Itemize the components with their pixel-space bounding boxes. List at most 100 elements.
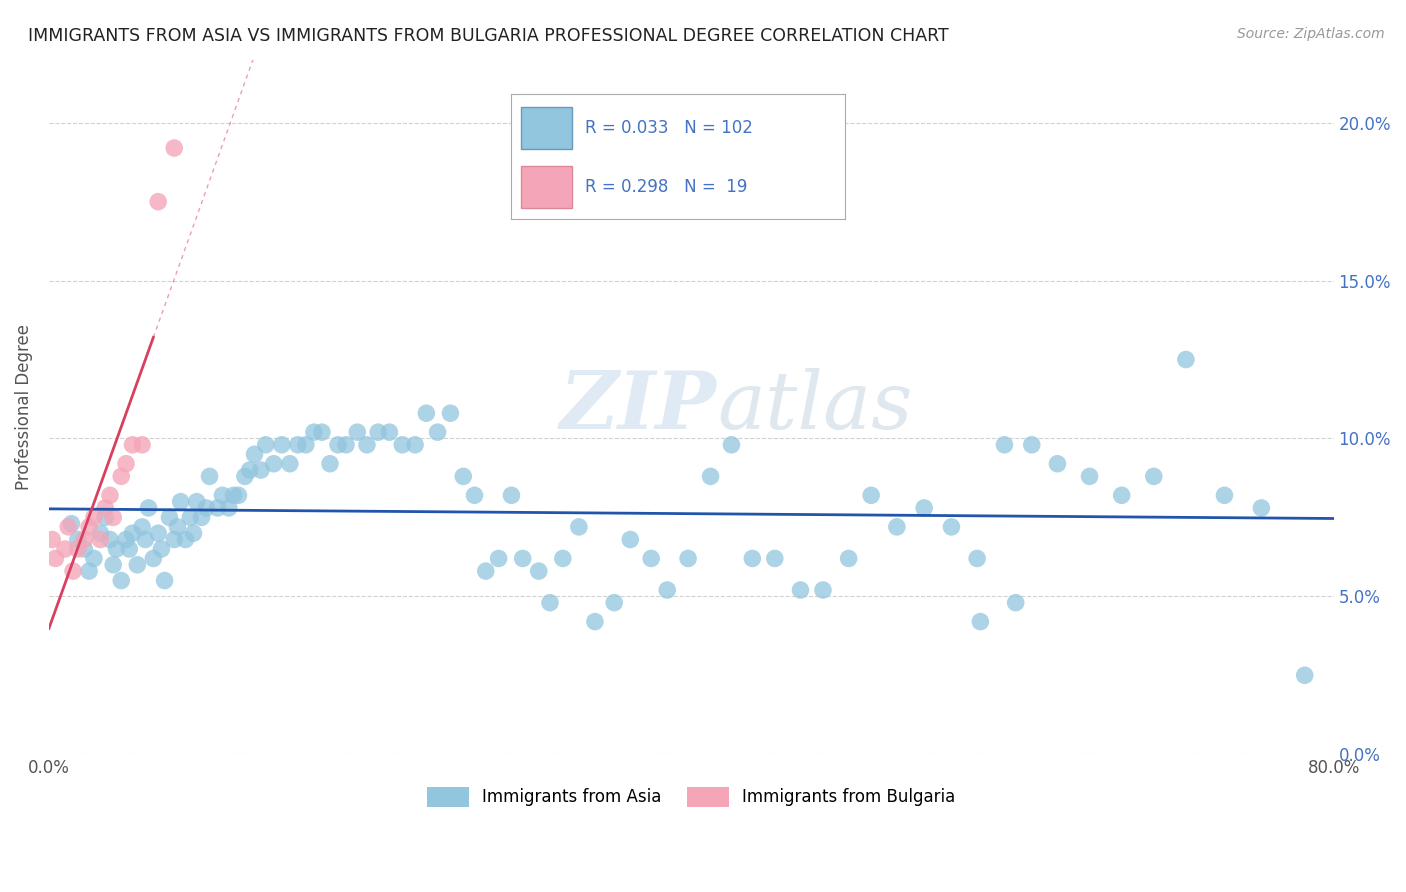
Point (127, 558, 149, 572)
Point (115, 457, 138, 471)
Point (1174, 352, 1197, 367)
Point (527, 564, 550, 578)
Point (1078, 469, 1101, 483)
Point (1021, 438, 1043, 452)
Point (166, 520, 188, 534)
Point (391, 438, 413, 452)
Point (1294, 668, 1316, 682)
Point (211, 488, 233, 502)
Point (367, 425, 389, 439)
Point (243, 447, 266, 461)
Point (121, 438, 143, 452)
Point (169, 494, 191, 508)
Point (44, 551, 66, 566)
Point (146, 194, 169, 209)
Point (195, 500, 218, 515)
Point (512, 551, 534, 566)
Y-axis label: Professional Degree: Professional Degree (15, 324, 32, 490)
Text: ZIP: ZIP (560, 368, 717, 446)
Point (463, 488, 485, 502)
Point (105, 541, 128, 556)
Point (73, 541, 96, 556)
Point (811, 582, 834, 597)
Point (73, 533, 96, 547)
Point (134, 533, 156, 547)
Point (157, 510, 180, 524)
Point (131, 438, 153, 452)
Point (62, 564, 84, 578)
Text: atlas: atlas (717, 368, 912, 446)
Point (163, 533, 186, 547)
Point (103, 510, 125, 524)
Point (60, 516, 83, 531)
Point (115, 533, 138, 547)
Point (538, 596, 561, 610)
Point (838, 551, 860, 566)
Point (583, 615, 606, 629)
Point (207, 500, 229, 515)
Point (439, 406, 461, 420)
Point (378, 425, 401, 439)
Point (53, 541, 76, 556)
Point (346, 425, 368, 439)
Point (741, 551, 763, 566)
Point (218, 500, 240, 515)
Point (1250, 500, 1272, 515)
Point (311, 425, 333, 439)
Point (89, 526, 111, 541)
Point (58, 520, 80, 534)
Point (335, 438, 357, 452)
Point (789, 582, 811, 597)
Point (263, 457, 285, 471)
Point (295, 438, 318, 452)
Point (41, 533, 63, 547)
Point (966, 551, 988, 566)
Point (860, 488, 883, 502)
Point (474, 564, 496, 578)
Point (640, 551, 662, 566)
Text: IMMIGRANTS FROM ASIA VS IMMIGRANTS FROM BULGARIA PROFESSIONAL DEGREE CORRELATION: IMMIGRANTS FROM ASIA VS IMMIGRANTS FROM … (28, 27, 949, 45)
Point (233, 469, 256, 483)
Point (287, 438, 309, 452)
Point (278, 457, 301, 471)
Point (568, 520, 591, 534)
Point (993, 438, 1015, 452)
Point (153, 574, 176, 588)
Point (142, 551, 165, 566)
Point (222, 488, 245, 502)
Point (150, 541, 173, 556)
Point (912, 500, 935, 515)
Point (1046, 457, 1069, 471)
Point (415, 406, 437, 420)
Point (657, 582, 679, 597)
Point (98, 488, 121, 502)
Point (1213, 488, 1236, 502)
Point (239, 463, 262, 477)
Point (969, 615, 991, 629)
Point (319, 457, 342, 471)
Point (228, 488, 250, 502)
Point (66, 533, 89, 547)
Text: Source: ZipAtlas.com: Source: ZipAtlas.com (1237, 27, 1385, 41)
Point (886, 520, 908, 534)
Point (676, 551, 699, 566)
Point (163, 141, 186, 155)
Point (720, 438, 742, 452)
Point (326, 438, 349, 452)
Point (551, 551, 574, 566)
Point (699, 469, 721, 483)
Point (186, 494, 208, 508)
Point (488, 551, 510, 566)
Point (146, 526, 169, 541)
Point (501, 488, 523, 502)
Point (1111, 488, 1133, 502)
Point (89, 533, 111, 547)
Point (138, 500, 160, 515)
Point (183, 526, 205, 541)
Point (270, 438, 292, 452)
Point (198, 469, 221, 483)
Point (103, 558, 125, 572)
Point (94, 510, 117, 524)
Point (94, 500, 117, 515)
Point (98, 533, 121, 547)
